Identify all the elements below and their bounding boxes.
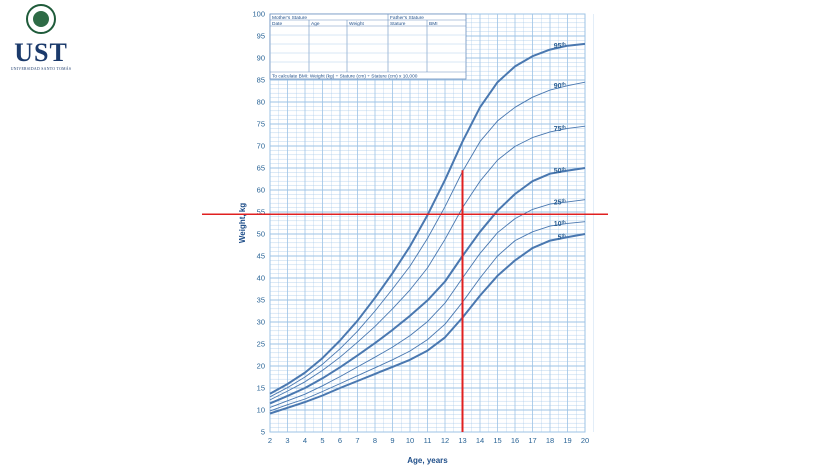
curve-90th (269, 81, 586, 398)
x-tick-label: 16 (511, 436, 519, 445)
y-tick-label: 5 (261, 428, 265, 437)
percentile-label-suffix: th (562, 233, 566, 238)
x-tick-label: 2 (268, 436, 272, 445)
percentile-label-suffix: th (562, 82, 566, 87)
x-axis-title: Age, years (407, 456, 448, 465)
y-tick-label: 80 (257, 98, 265, 107)
y-tick-label: 75 (257, 120, 265, 129)
logo-name: UST (14, 38, 68, 67)
bmi-formula: To calculate BMI: Weight (kg) ÷ Stature … (272, 74, 418, 80)
x-tick-label: 10 (406, 436, 414, 445)
y-tick-label: 40 (257, 274, 265, 283)
curve-95th (269, 42, 586, 395)
university-logo: UST UNIVERSIDAD SANTO TOMÁS (10, 4, 72, 72)
x-tick-label: 7 (355, 436, 359, 445)
y-tick-label: 70 (257, 142, 265, 151)
percentile-label-5th: 5th (558, 233, 566, 242)
percentile-label-suffix: th (562, 124, 566, 129)
x-tick-label: 9 (390, 436, 394, 445)
percentile-label-suffix: th (562, 219, 566, 224)
percentile-label-90th: 90th (554, 82, 566, 91)
x-tick-label: 14 (476, 436, 484, 445)
x-tick-label: 11 (424, 436, 432, 445)
y-tick-label: 90 (257, 54, 265, 63)
percentile-label-50th: 50th (554, 167, 566, 176)
table-header: Stature (390, 21, 406, 27)
y-tick-label: 35 (257, 296, 265, 305)
table-header: Date (272, 21, 282, 27)
y-tick-label: 15 (257, 384, 265, 393)
y-tick-label: 25 (257, 340, 265, 349)
y-tick-label: 30 (257, 318, 265, 327)
x-tick-label: 17 (528, 436, 536, 445)
percentile-label-75th: 75th (554, 124, 566, 133)
curve-50th (269, 167, 586, 405)
percentile-label-suffix: th (562, 42, 566, 47)
x-tick-label: 13 (458, 436, 466, 445)
x-tick-label: 8 (373, 436, 377, 445)
y-tick-label: 60 (257, 186, 265, 195)
logo-subtitle: UNIVERSIDAD SANTO TOMÁS (10, 67, 72, 71)
y-tick-label: 55 (257, 208, 265, 217)
x-tick-label: 6 (338, 436, 342, 445)
x-tick-label: 4 (303, 436, 307, 445)
x-tick-label: 18 (546, 436, 554, 445)
percentile-label-10th: 10th (554, 219, 566, 228)
data-table (269, 13, 467, 80)
percentile-label-suffix: th (562, 167, 566, 172)
y-tick-label: 20 (257, 362, 265, 371)
x-tick-label: 20 (581, 436, 589, 445)
x-tick-label: 5 (320, 436, 324, 445)
y-tick-label: 45 (257, 252, 265, 261)
curve-5th (269, 233, 586, 415)
y-tick-label: 10 (257, 406, 265, 415)
x-tick-label: 19 (563, 436, 571, 445)
fathers-stature-label: Father's Stature (390, 15, 424, 21)
table-header: BMI (429, 21, 438, 27)
curve-10th (269, 221, 586, 412)
y-axis-title: Weight, kg (238, 203, 247, 243)
table-header: Weight (349, 21, 365, 27)
x-tick-label: 12 (441, 436, 449, 445)
percentile-label-suffix: th (562, 198, 566, 203)
university-seal-icon (26, 4, 56, 34)
curve-75th (269, 125, 586, 401)
y-tick-label: 85 (257, 76, 265, 85)
x-tick-label: 3 (285, 436, 289, 445)
curve-25th (269, 199, 586, 408)
y-tick-label: 50 (257, 230, 265, 239)
percentile-label-95th: 95th (554, 42, 566, 51)
mothers-stature-label: Mother's Stature (272, 15, 307, 21)
x-tick-label: 15 (493, 436, 501, 445)
percentile-label-25th: 25th (554, 198, 566, 207)
y-tick-label: 65 (257, 164, 265, 173)
y-tick-label: 95 (257, 32, 265, 41)
table-header: Age (311, 21, 320, 27)
y-tick-label: 100 (252, 10, 265, 19)
